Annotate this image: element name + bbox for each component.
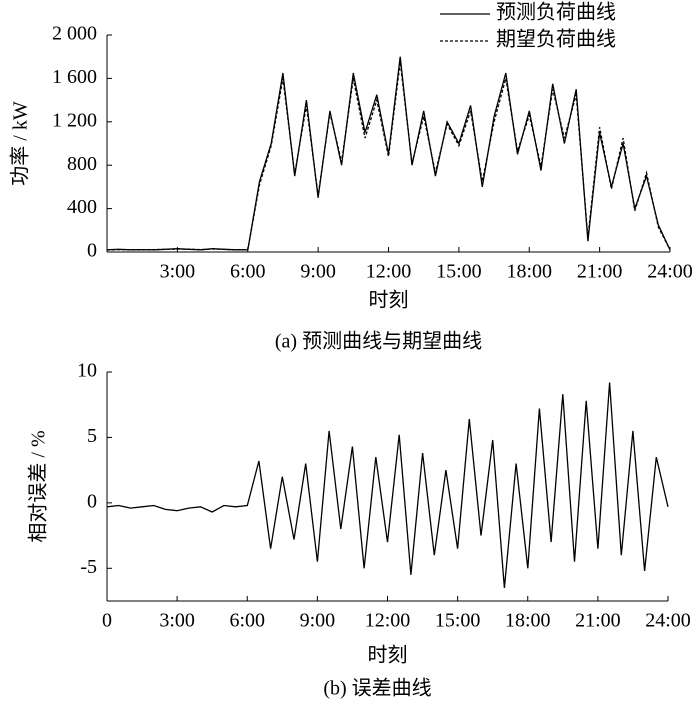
- x-tick-label: 6:00: [229, 610, 265, 632]
- series-line: [106, 62, 671, 251]
- x-tick-label: 15:00: [436, 261, 482, 283]
- caption: (a) 预测曲线与期望曲线: [275, 330, 482, 353]
- x-tick-label: 12:00: [366, 261, 412, 283]
- y-axis-label: 功率 / kW: [9, 101, 32, 186]
- x-axis-label: 时刻: [368, 644, 408, 667]
- x-tick-label: 18:00: [505, 610, 551, 632]
- y-tick-label: 2 000: [52, 23, 97, 45]
- x-tick-label: 9:00: [300, 610, 336, 632]
- y-tick-label: 1 600: [52, 66, 97, 88]
- y-tick-label: 400: [67, 196, 97, 218]
- x-axis-label: 时刻: [369, 289, 409, 312]
- series-line: [106, 382, 669, 588]
- x-tick-label: 9:00: [300, 261, 336, 283]
- y-tick-label: 0: [87, 240, 97, 262]
- x-tick-label: 0: [102, 610, 112, 632]
- caption: (b) 误差曲线: [323, 677, 431, 700]
- y-tick-label: 10: [77, 360, 97, 382]
- x-tick-label: 21:00: [575, 610, 621, 632]
- legend-label: 预测负荷曲线: [496, 1, 616, 24]
- x-tick-label: 24:00: [645, 610, 691, 632]
- x-tick-label: 12:00: [365, 610, 411, 632]
- y-axis-label: 相对误差 / %: [27, 430, 50, 542]
- x-tick-label: 18:00: [506, 261, 552, 283]
- y-tick-label: -5: [80, 556, 97, 578]
- y-tick-label: 0: [87, 490, 97, 512]
- x-tick-label: 6:00: [230, 261, 266, 283]
- y-tick-label: 800: [67, 153, 97, 175]
- x-tick-label: 15:00: [435, 610, 481, 632]
- x-tick-label: 3:00: [159, 610, 195, 632]
- y-tick-label: 5: [87, 425, 97, 447]
- y-tick-label: 1 200: [52, 109, 97, 131]
- x-tick-label: 21:00: [577, 261, 623, 283]
- x-tick-label: 24:00: [647, 261, 693, 283]
- legend-label: 期望负荷曲线: [496, 28, 616, 51]
- x-tick-label: 3:00: [160, 261, 196, 283]
